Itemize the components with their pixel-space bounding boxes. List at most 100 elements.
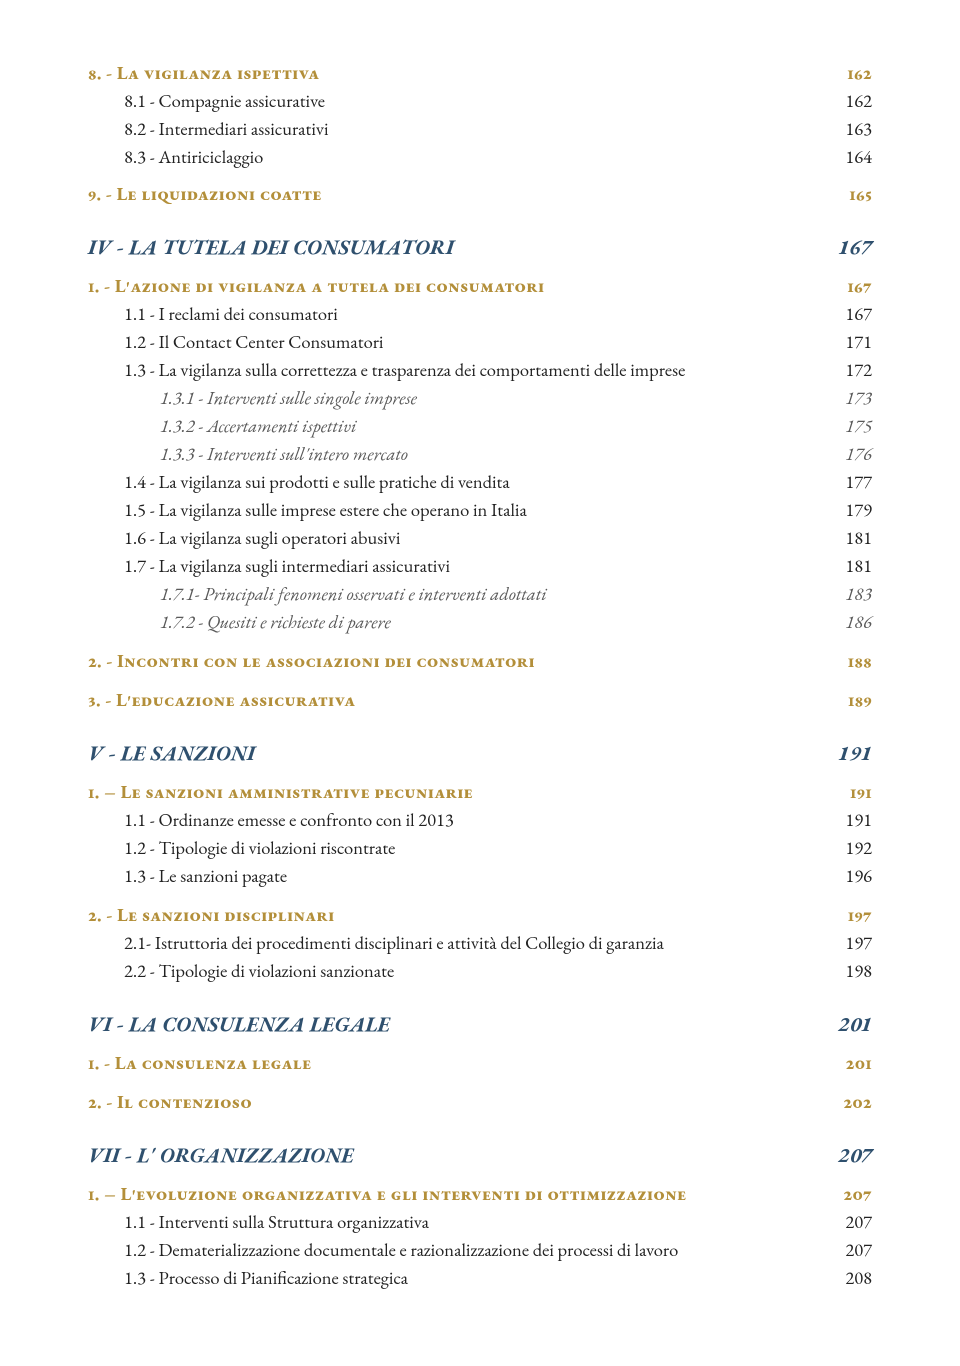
- toc-label: IV - LA TUTELA DEI CONSUMATORI: [88, 234, 454, 261]
- toc-label: 2. - Incontri con le associazioni dei co…: [88, 648, 535, 673]
- toc-page-number: 189: [842, 687, 872, 712]
- toc-entry: 1.3.1 - Interventi sulle singole imprese…: [88, 385, 872, 410]
- toc-entry: 1.3 - Processo di Pianificazione strateg…: [88, 1265, 872, 1290]
- toc-page-number: 197: [839, 930, 872, 955]
- toc-entry: 1.7.1- Principali fenomeni osservati e i…: [88, 581, 872, 606]
- toc-page-number: 163: [839, 116, 872, 141]
- toc-label: 1.2 - Dematerializzazione documentale e …: [124, 1237, 678, 1262]
- toc-entry: 1.4 - La vigilanza sui prodotti e sulle …: [88, 469, 872, 494]
- toc-label: VII - L' ORGANIZZAZIONE: [88, 1142, 354, 1169]
- toc-entry: 1.3 - Le sanzioni pagate 196: [88, 863, 872, 888]
- toc-entry: 1. - L'azione di vigilanza a tutela dei …: [88, 273, 872, 298]
- toc-page-number: 167: [832, 234, 872, 261]
- toc-label: 9. - Le liquidazioni coatte: [88, 181, 322, 206]
- toc-label: 8.3 - Antiriciclaggio: [124, 144, 263, 169]
- toc-label: 8.2 - Intermediari assicurativi: [124, 116, 329, 141]
- toc-entry: 1.3 - La vigilanza sulla correttezza e t…: [88, 357, 872, 382]
- toc-entry: 3. - L'educazione assicurativa189: [88, 687, 872, 712]
- toc-label: 2. - Il contenzioso: [88, 1089, 252, 1114]
- toc-label: 1.2 - Il Contact Center Consumatori: [124, 329, 383, 354]
- toc-page-number: 191: [832, 740, 872, 767]
- toc-entry: 9. - Le liquidazioni coatte 165: [88, 181, 872, 206]
- toc-page-number: 177: [839, 469, 872, 494]
- toc-entry: 2.2 - Tipologie di violazioni sanzionate…: [88, 958, 872, 983]
- toc-label: 1.7 - La vigilanza sugli intermediari as…: [124, 553, 450, 578]
- toc-label: 1. - La consulenza legale: [88, 1050, 311, 1075]
- toc-entry: 1.5 - La vigilanza sulle imprese estere …: [88, 497, 872, 522]
- toc-entry: 1.2 - Il Contact Center Consumatori 171: [88, 329, 872, 354]
- toc-entry: 1.1 - Ordinanze emesse e confronto con i…: [88, 807, 872, 832]
- toc-page-number: 167: [841, 273, 872, 298]
- toc-entry: VI - LA CONSULENZA LEGALE 201: [88, 1011, 872, 1038]
- toc-label: 1.7.1- Principali fenomeni osservati e i…: [160, 581, 547, 606]
- toc-label: 2.2 - Tipologie di violazioni sanzionate: [124, 958, 394, 983]
- toc-entry: 1.7 - La vigilanza sugli intermediari as…: [88, 553, 872, 578]
- toc-label: 2. - Le sanzioni disciplinari: [88, 902, 335, 927]
- toc-entry: VII - L' ORGANIZZAZIONE 207: [88, 1142, 872, 1169]
- toc-entry: 1.1 - Interventi sulla Struttura organiz…: [88, 1209, 872, 1234]
- toc-page-number: 208: [839, 1265, 872, 1290]
- toc-label: 1.3.1 - Interventi sulle singole imprese: [160, 385, 417, 410]
- toc-label: 1. – Le sanzioni amministrative pecuniar…: [88, 779, 473, 804]
- toc-entry: 2.1- Istruttoria dei procedimenti discip…: [88, 930, 872, 955]
- toc-label: 8. - La vigilanza ispettiva: [88, 60, 319, 85]
- toc-page-number: 175: [839, 413, 872, 438]
- toc-page-number: 191: [839, 807, 872, 832]
- toc-label: 2.1- Istruttoria dei procedimenti discip…: [124, 930, 664, 955]
- toc-page-number: 202: [837, 1089, 872, 1114]
- toc-label: 1.3.3 - Interventi sull'intero mercato: [160, 441, 408, 466]
- toc-entry: 8.1 - Compagnie assicurative 162: [88, 88, 872, 113]
- toc-label: 1.3.2 - Accertamenti ispettivi: [160, 413, 356, 438]
- toc-entry: 8.3 - Antiriciclaggio 164: [88, 144, 872, 169]
- toc-entry: 1.3.3 - Interventi sull'intero mercato 17…: [88, 441, 872, 466]
- toc-page-number: 191: [844, 779, 872, 804]
- toc-label: V - LE SANZIONI: [88, 740, 255, 767]
- toc-page-number: 172: [839, 357, 872, 382]
- toc-entry: V - LE SANZIONI 191: [88, 740, 872, 767]
- toc-page-number: 164: [839, 144, 872, 169]
- toc-entry: 1. – Le sanzioni amministrative pecuniar…: [88, 779, 872, 804]
- toc-page-number: 167: [839, 301, 872, 326]
- toc-page-number: 188: [842, 648, 872, 673]
- toc-page-number: 201: [840, 1050, 872, 1075]
- toc-page-number: 162: [839, 88, 872, 113]
- toc-entry: 1. - La consulenza legale 201: [88, 1050, 872, 1075]
- toc-page-number: 207: [837, 1181, 872, 1206]
- toc-label: 1.2 - Tipologie di violazioni riscontrat…: [124, 835, 395, 860]
- toc-entry: IV - LA TUTELA DEI CONSUMATORI 167: [88, 234, 872, 261]
- toc-entry: 8.2 - Intermediari assicurativi 163: [88, 116, 872, 141]
- toc-page-number: 201: [832, 1011, 872, 1038]
- toc-page-number: 171: [839, 329, 872, 354]
- toc-label: 1.6 - La vigilanza sugli operatori abusi…: [124, 525, 400, 550]
- toc-entry: 8. - La vigilanza ispettiva162: [88, 60, 872, 85]
- toc-page-number: 173: [839, 385, 872, 410]
- toc-page-number: 181: [839, 525, 872, 550]
- toc-entry: 2. - Le sanzioni disciplinari197: [88, 902, 872, 927]
- toc-label: 1.3 - La vigilanza sulla correttezza e t…: [124, 357, 685, 382]
- toc-page-number: 165: [843, 181, 872, 206]
- toc-page-number: 198: [839, 958, 872, 983]
- toc-label: 1.3 - Processo di Pianificazione strateg…: [124, 1265, 408, 1290]
- toc-label: 1.1 - I reclami dei consumatori: [124, 301, 338, 326]
- toc-entry: 1.3.2 - Accertamenti ispettivi 175: [88, 413, 872, 438]
- toc-page-number: 179: [839, 497, 872, 522]
- toc-page-number: 207: [839, 1237, 872, 1262]
- toc-label: 1.5 - La vigilanza sulle imprese estere …: [124, 497, 527, 522]
- toc-label: 1. – L'evoluzione organizzativa e gli in…: [88, 1181, 686, 1206]
- toc-page-number: 176: [839, 441, 872, 466]
- toc-entry: 1.2 - Tipologie di violazioni riscontrat…: [88, 835, 872, 860]
- toc-entry: 1.1 - I reclami dei consumatori 167: [88, 301, 872, 326]
- toc-entry: 2. - Incontri con le associazioni dei co…: [88, 648, 872, 673]
- toc-label: VI - LA CONSULENZA LEGALE: [88, 1011, 390, 1038]
- toc-label: 1.3 - Le sanzioni pagate: [124, 863, 287, 888]
- toc-entry: 1.7.2 - Quesiti e richieste di parere186: [88, 609, 872, 634]
- toc-label: 8.1 - Compagnie assicurative: [124, 88, 325, 113]
- toc-page-number: 207: [839, 1209, 872, 1234]
- toc-page-number: 192: [839, 835, 872, 860]
- toc-page-number: 196: [839, 863, 872, 888]
- toc-entry: 2. - Il contenzioso 202: [88, 1089, 872, 1114]
- toc-page-number: 181: [839, 553, 872, 578]
- toc-page: 8. - La vigilanza ispettiva1628.1 - Comp…: [0, 0, 960, 1366]
- toc-page-number: 207: [832, 1142, 872, 1169]
- toc-entry: 1.2 - Dematerializzazione documentale e …: [88, 1237, 872, 1262]
